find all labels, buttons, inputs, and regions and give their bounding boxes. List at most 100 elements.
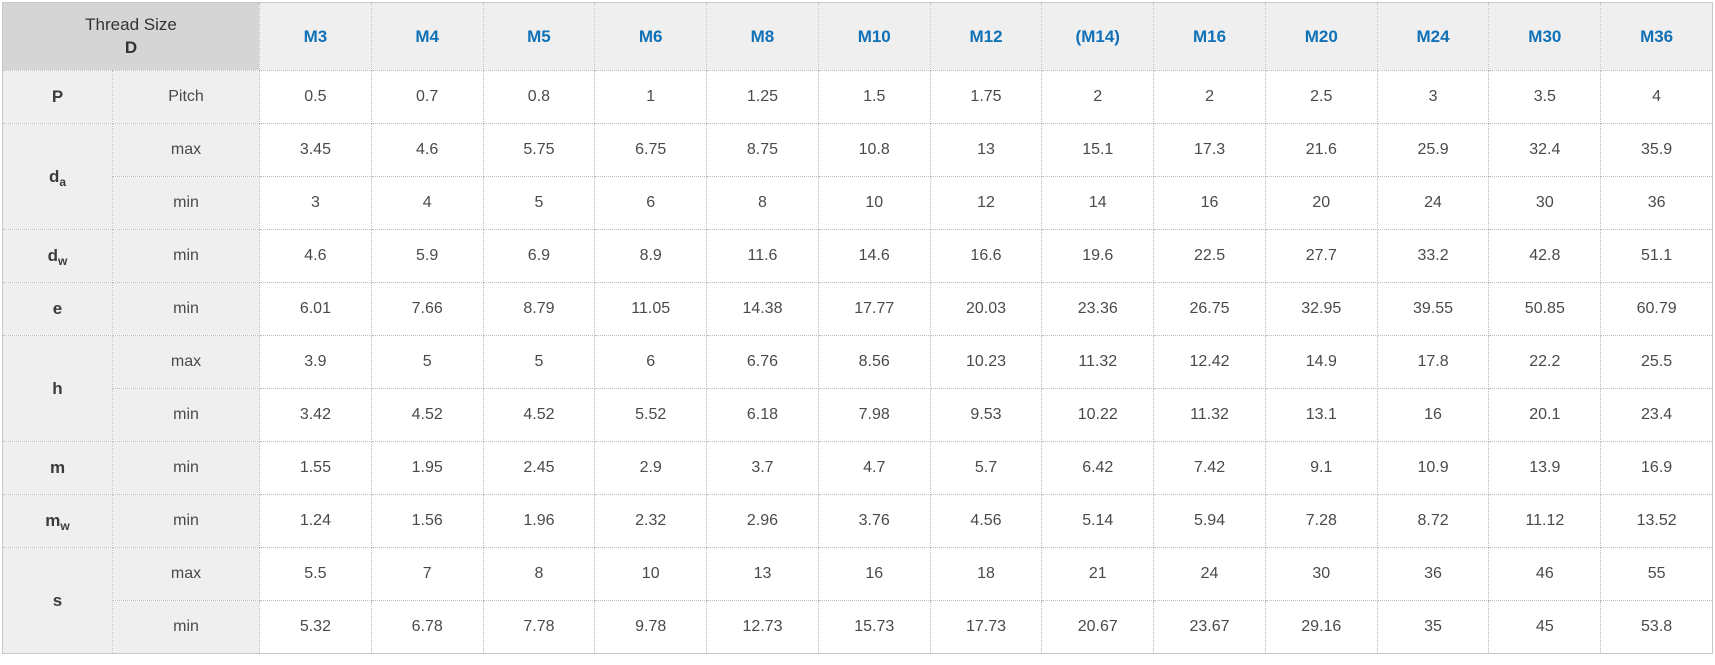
column-header-m16[interactable]: M16 [1153, 2, 1266, 71]
column-header-m5[interactable]: M5 [482, 2, 596, 71]
data-cell: 10.8 [817, 123, 931, 177]
data-cell: 3.76 [817, 494, 931, 548]
data-cell: 1.95 [370, 441, 484, 495]
row-symbol: d [47, 246, 59, 265]
limit-label: min [111, 282, 261, 336]
data-cell: 6.42 [1041, 441, 1155, 495]
data-cell: 2.45 [482, 441, 596, 495]
table-row: da max 3.45 4.6 5.75 6.75 8.75 10.8 13 15.1 17.3 21… [2, 123, 1713, 230]
data-cell: 26.75 [1153, 282, 1266, 336]
data-cell: 5.75 [482, 123, 596, 177]
data-cell: 8.56 [817, 335, 931, 389]
data-cell: 10.23 [929, 335, 1043, 389]
data-cell: 22.2 [1488, 335, 1602, 389]
data-cell: 15.73 [817, 600, 931, 654]
limit-label: min [111, 441, 261, 495]
data-cell: 11.32 [1153, 388, 1266, 442]
data-cell: 7.66 [370, 282, 484, 336]
data-cell: 5.32 [259, 600, 372, 654]
column-header-m6[interactable]: M6 [594, 2, 708, 71]
data-cell: 7.78 [482, 600, 596, 654]
corner-symbol-d: D [124, 37, 138, 57]
data-cell: 7.28 [1264, 494, 1378, 548]
data-cell: 16 [817, 547, 931, 601]
data-cell: 8.75 [706, 123, 819, 177]
column-header-m8[interactable]: M8 [706, 2, 819, 71]
row-symbol-subscript: w [60, 519, 70, 533]
data-cell: 5.52 [594, 388, 708, 442]
table-row: min 3.42 4.52 4.52 5.52 6.18 7.98 9.53 10.22 11.3… [3, 388, 1713, 442]
data-cell: 3.9 [259, 335, 372, 389]
table-row: m min 1.55 1.95 2.45 2.9 3.7 4.7 5.7 6.42 7.42 9.1 1… [2, 441, 1713, 495]
data-cell: 4 [370, 176, 484, 230]
data-cell: 23.67 [1153, 600, 1266, 654]
data-cell: 36 [1376, 547, 1490, 601]
table-row: P Pitch 0.5 0.7 0.8 1 1.25 1.5 1.75 2 2 2.5 3 3.5 4 [2, 70, 1713, 124]
data-cell: 0.7 [370, 70, 484, 124]
limit-label: Pitch [111, 70, 261, 124]
data-cell: 17.73 [929, 600, 1043, 654]
data-cell: 3.45 [259, 123, 372, 177]
data-cell: 42.8 [1488, 229, 1602, 283]
data-cell: 30 [1488, 176, 1602, 230]
data-cell: 11.12 [1488, 494, 1602, 548]
data-cell: 16 [1153, 176, 1266, 230]
data-cell: 17.77 [817, 282, 931, 336]
data-cell: 12.42 [1153, 335, 1266, 389]
data-cell: 6 [594, 176, 708, 230]
limit-label: min [111, 229, 261, 283]
data-cell: 4.6 [259, 229, 372, 283]
table-row: min 5.32 6.78 7.78 9.78 12.73 15.73 17.73 20.67 2… [3, 600, 1713, 654]
row-symbol: h [52, 378, 63, 398]
limit-label: max [111, 335, 261, 389]
data-cell: 16 [1376, 388, 1490, 442]
data-cell: 2 [1041, 70, 1155, 124]
data-cell: 2.9 [594, 441, 708, 495]
data-cell: 1.75 [929, 70, 1043, 124]
data-cell: 5.7 [929, 441, 1043, 495]
column-header-m24[interactable]: M24 [1376, 2, 1490, 71]
data-cell: 16.9 [1600, 441, 1713, 495]
column-header-m4[interactable]: M4 [370, 2, 484, 71]
data-cell: 2.96 [706, 494, 819, 548]
data-cell: 6.01 [259, 282, 372, 336]
limit-label: min [111, 494, 261, 548]
data-cell: 36 [1600, 176, 1713, 230]
data-cell: 20.67 [1041, 600, 1155, 654]
data-cell: 35.9 [1600, 123, 1713, 177]
limit-label: min [111, 388, 261, 442]
data-cell: 7.98 [817, 388, 931, 442]
table-row: e min 6.01 7.66 8.79 11.05 14.38 17.77 20.03 23.3… [2, 282, 1713, 336]
column-header-m20[interactable]: M20 [1264, 2, 1378, 71]
column-header-m30[interactable]: M30 [1488, 2, 1602, 71]
data-cell: 1.96 [482, 494, 596, 548]
table-row: dw min 4.6 5.9 6.9 8.9 11.6 14.6 16.6 19.6 22.5 27.… [2, 229, 1713, 283]
data-cell: 5.94 [1153, 494, 1266, 548]
row-label-h: h [2, 335, 113, 442]
data-cell: 6 [594, 335, 708, 389]
column-header-m12[interactable]: M12 [929, 2, 1043, 71]
data-cell: 5.9 [370, 229, 484, 283]
column-header-m14[interactable]: (M14) [1041, 2, 1155, 71]
data-cell: 24 [1153, 547, 1266, 601]
row-symbol: e [52, 299, 63, 318]
data-cell: 13 [706, 547, 819, 601]
row-symbol: P [51, 87, 64, 106]
data-cell: 3.7 [706, 441, 819, 495]
table-body: P Pitch 0.5 0.7 0.8 1 1.25 1.5 1.75 2 2 2.5 3 3.5 4 da m… [2, 70, 1713, 654]
data-cell: 4.56 [929, 494, 1043, 548]
data-cell: 6.76 [706, 335, 819, 389]
data-cell: 0.8 [482, 70, 596, 124]
column-header-m10[interactable]: M10 [817, 2, 931, 71]
data-cell: 14.38 [706, 282, 819, 336]
column-header-m36[interactable]: M36 [1600, 2, 1713, 71]
data-cell: 1 [594, 70, 708, 124]
header-row: Thread Size D M3 M4 M5 M6 M8 M10 M12 (M14) M16 M20 M… [1, 2, 1713, 71]
data-cell: 0.5 [259, 70, 372, 124]
data-cell: 13 [929, 123, 1043, 177]
data-cell: 1.24 [259, 494, 372, 548]
data-cell: 20.03 [929, 282, 1043, 336]
data-cell: 4.52 [370, 388, 484, 442]
data-cell: 10 [594, 547, 708, 601]
column-header-m3[interactable]: M3 [259, 2, 372, 71]
